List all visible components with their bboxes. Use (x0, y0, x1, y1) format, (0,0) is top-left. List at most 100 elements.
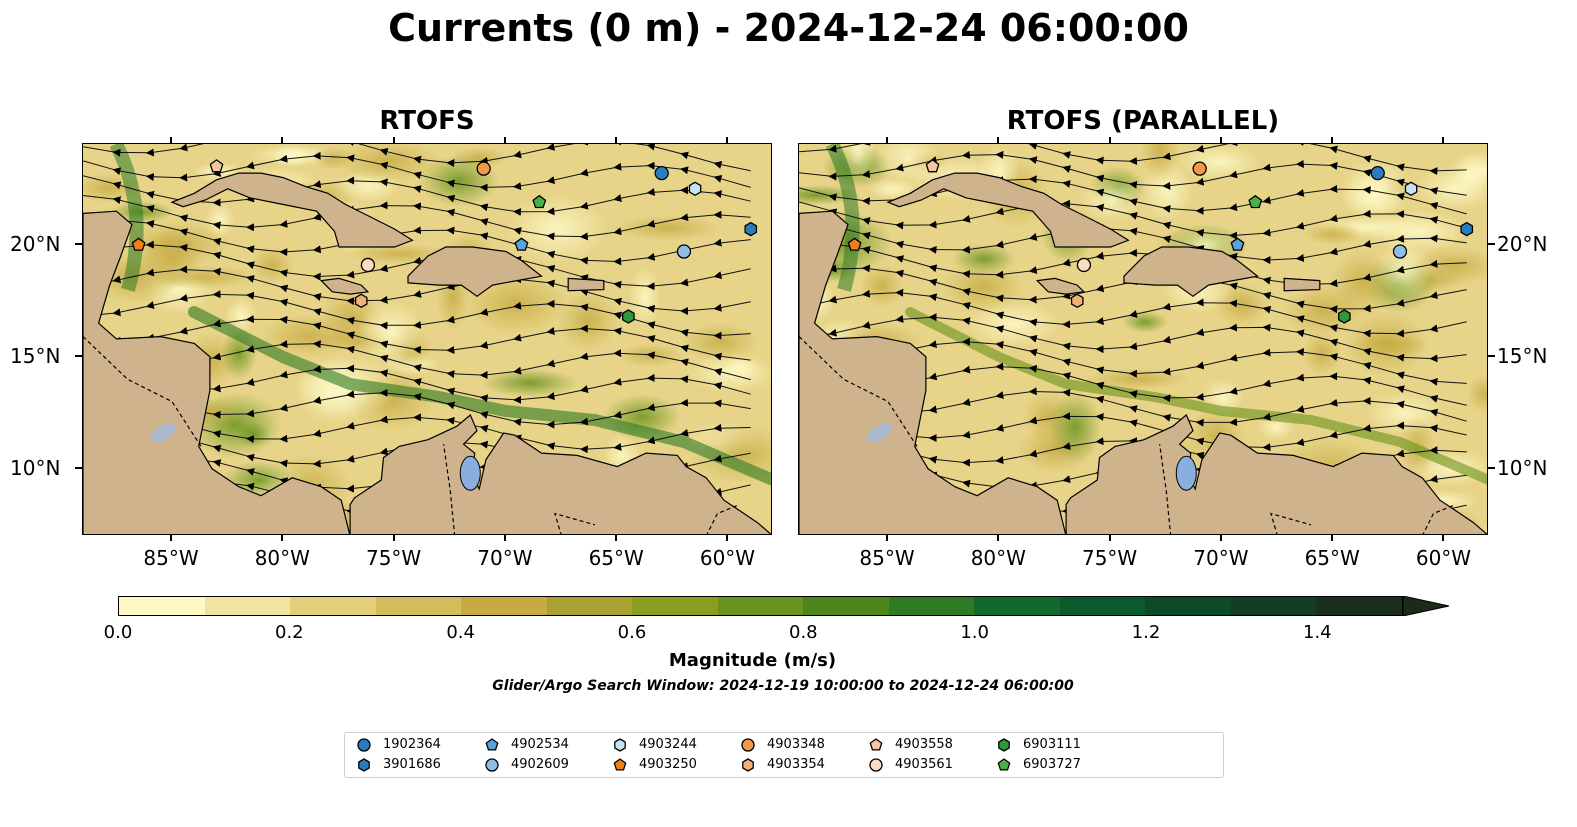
x-tick-mark (392, 137, 395, 143)
lake-maracaibo (459, 455, 481, 491)
legend-marker-circle (869, 757, 883, 772)
x-tick-label: 70°W (1193, 546, 1249, 570)
colorbar-tick-label: 0.4 (446, 622, 475, 643)
legend-marker-pentagon (869, 737, 883, 751)
legend-marker-circle (741, 737, 755, 752)
x-tick-mark (1219, 535, 1222, 541)
float-marker-6903727[interactable] (1248, 194, 1263, 209)
y-tick-mark (1488, 354, 1495, 357)
legend-label: 4903348 (767, 737, 825, 752)
float-marker-3901686[interactable] (744, 221, 758, 237)
legend-item: 4902534 (485, 737, 569, 752)
x-tick-mark (503, 137, 506, 143)
legend-item: 6903727 (997, 757, 1081, 772)
legend-marker-hexagon (742, 757, 754, 772)
land (799, 172, 1487, 534)
colorbar-tick-label: 0.8 (789, 622, 818, 643)
y-tick-mark (1488, 242, 1495, 245)
float-marker-6903727[interactable] (532, 194, 547, 209)
legend-label: 3901686 (383, 757, 441, 772)
x-tick-mark (170, 535, 173, 541)
land (83, 172, 771, 534)
map-panel-rtofs[interactable] (82, 143, 772, 535)
float-marker-6903111[interactable] (622, 309, 635, 324)
legend-label: 6903111 (1023, 737, 1081, 752)
x-tick-mark (392, 535, 395, 541)
country-border (83, 336, 202, 447)
float-marker-1902364[interactable] (654, 165, 669, 181)
lake-nicaragua (150, 423, 176, 443)
x-tick-mark (615, 137, 618, 143)
y-tick-mark (75, 242, 82, 245)
y-tick-label-left: 15°N (10, 343, 61, 368)
colorbar-tick-label: 0.6 (617, 622, 647, 643)
y-tick-label-left: 10°N (10, 455, 61, 480)
float-marker-4903561[interactable] (360, 257, 376, 273)
legend-label: 4902609 (511, 757, 569, 772)
x-tick-mark (281, 535, 284, 541)
float-marker-1902364[interactable] (1370, 165, 1385, 181)
colorbar-segment (1230, 597, 1317, 615)
float-marker-4903354[interactable] (354, 293, 368, 309)
x-tick-mark (997, 137, 1000, 143)
y-tick-mark (75, 354, 82, 357)
legend-marker-circle (357, 737, 371, 752)
colorbar-tick-label: 0.2 (275, 622, 304, 643)
map-svg (799, 144, 1487, 534)
float-marker-4902534[interactable] (1230, 237, 1245, 251)
float-marker-4903244[interactable] (688, 181, 702, 197)
float-marker-4903558[interactable] (925, 159, 940, 173)
legend-label: 4903354 (767, 757, 825, 772)
map-svg (83, 144, 771, 534)
float-marker-4903244[interactable] (1404, 181, 1418, 197)
y-tick-label-right: 20°N (1497, 231, 1548, 256)
legend-marker-hexagon (614, 737, 626, 752)
colorbar-segment (1059, 597, 1146, 615)
legend-label: 6903727 (1023, 757, 1081, 772)
country-border (554, 512, 596, 534)
float-marker-6903111[interactable] (1338, 309, 1351, 324)
colorbar-segment (546, 597, 633, 615)
float-marker-4903348[interactable] (1192, 161, 1207, 176)
y-tick-label-left: 20°N (10, 231, 61, 256)
x-tick-label: 60°W (699, 546, 756, 570)
legend-marker-hexagon (998, 737, 1010, 752)
colorbar-extend-arrow (1403, 596, 1450, 616)
x-tick-label: 85°W (859, 546, 915, 570)
x-tick-label: 80°W (254, 546, 310, 570)
float-marker-4902534[interactable] (514, 237, 529, 251)
float-marker-4903561[interactable] (1076, 257, 1092, 273)
colorbar (118, 596, 1403, 616)
x-tick-mark (726, 535, 729, 541)
float-marker-4903250[interactable] (131, 237, 146, 251)
y-tick-label-right: 10°N (1497, 455, 1548, 480)
figure-title: Currents (0 m) - 2024-12-24 06:00:00 (388, 6, 1189, 50)
map-panel-rtofs-parallel[interactable] (798, 143, 1488, 535)
colorbar-segment (204, 597, 291, 615)
y-tick-mark (75, 466, 82, 469)
float-marker-4903558[interactable] (209, 159, 224, 173)
colorbar-segment (632, 597, 718, 615)
float-marker-4902609[interactable] (676, 244, 692, 259)
legend-item: 4903561 (869, 757, 953, 772)
x-tick-mark (726, 137, 729, 143)
country-border (1270, 512, 1312, 534)
float-marker-4903250[interactable] (847, 237, 862, 251)
colorbar-segment (1316, 597, 1402, 615)
colorbar-segment (974, 597, 1060, 615)
x-tick-mark (1331, 137, 1334, 143)
colorbar-segment (461, 597, 547, 615)
float-marker-4903354[interactable] (1070, 293, 1084, 309)
x-tick-mark (1331, 535, 1334, 541)
panel-title-right: RTOFS (PARALLEL) (1006, 106, 1280, 136)
x-tick-mark (886, 137, 889, 143)
x-tick-mark (281, 137, 284, 143)
float-marker-4902609[interactable] (1392, 244, 1408, 259)
colorbar-label: Magnitude (m/s) (668, 650, 837, 671)
colorbar-segment (119, 597, 205, 615)
y-tick-label-right: 15°N (1497, 343, 1548, 368)
float-marker-3901686[interactable] (1460, 221, 1474, 237)
colorbar-tick-label: 1.2 (1131, 622, 1161, 643)
float-marker-4903348[interactable] (476, 161, 491, 176)
legend-marker-pentagon (485, 737, 499, 751)
